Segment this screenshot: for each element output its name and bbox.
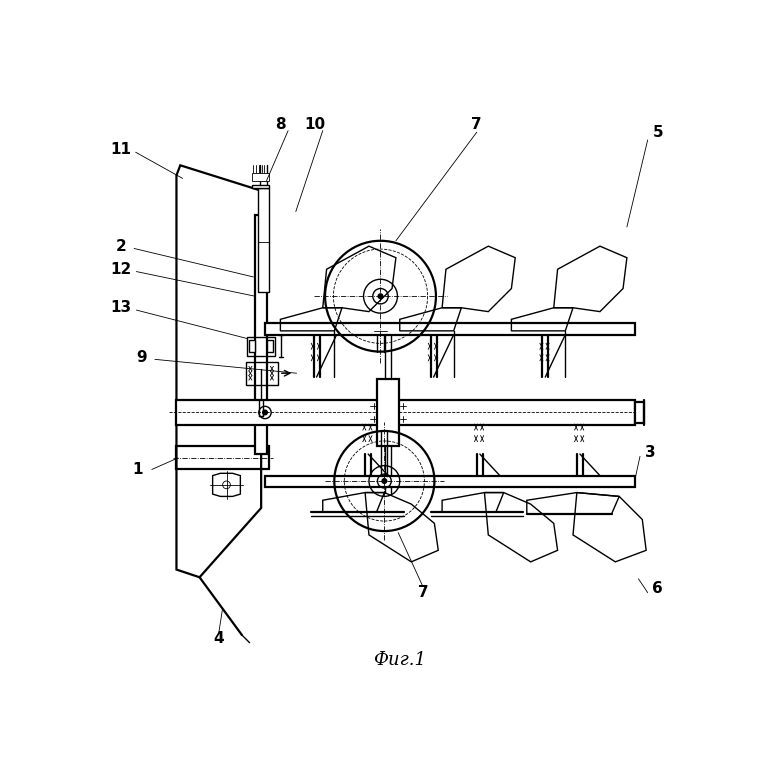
Bar [255,215,268,454]
Text: 7: 7 [471,117,482,132]
Bar [378,379,399,446]
Text: 3: 3 [645,445,655,460]
Text: 12: 12 [111,262,132,276]
Bar [176,400,635,425]
Bar [268,340,274,353]
Bar [252,184,269,188]
Bar [252,173,269,180]
Circle shape [382,478,387,483]
Bar [246,362,278,385]
Text: Фиг.1: Фиг.1 [374,651,426,670]
Text: 13: 13 [111,300,132,315]
Circle shape [263,410,268,415]
Text: 6: 6 [652,581,663,596]
Bar [265,475,635,487]
Text: 5: 5 [652,124,663,140]
Bar [176,446,269,469]
Text: 8: 8 [275,117,285,132]
Text: 9: 9 [136,350,147,366]
Bar [258,188,269,293]
Text: 7: 7 [417,585,428,600]
Text: 11: 11 [111,142,132,157]
Bar [247,337,275,356]
Bar [265,323,635,335]
Text: 4: 4 [214,631,224,647]
Bar [249,340,255,353]
Text: 2: 2 [115,239,126,253]
Bar [635,402,644,423]
Circle shape [378,294,383,299]
Text: 10: 10 [304,117,325,132]
Text: 1: 1 [133,462,144,477]
